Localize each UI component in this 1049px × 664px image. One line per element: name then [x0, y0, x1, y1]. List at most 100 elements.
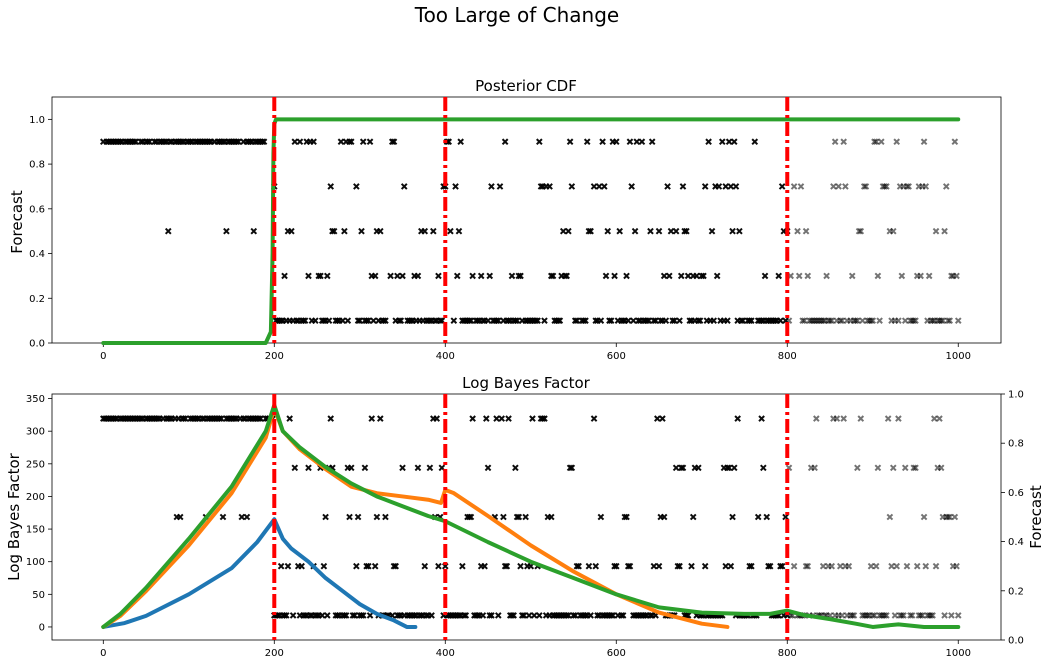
- forecast-marker: [696, 317, 704, 324]
- forecast-marker: [777, 562, 784, 570]
- forecast-marker: [421, 227, 429, 235]
- forecast-marker: [366, 138, 374, 146]
- forecast-marker: [329, 227, 336, 235]
- forecast-marker: [493, 317, 500, 324]
- forecast-marker: [626, 562, 634, 570]
- forecast-marker: [421, 562, 429, 570]
- forecast-marker: [231, 415, 239, 422]
- forecast-marker: [182, 415, 189, 422]
- forecast-marker: [737, 317, 745, 324]
- forecast-marker: [459, 562, 466, 570]
- forecast-marker: [621, 513, 629, 521]
- forecast-marker: [465, 317, 473, 324]
- forecast-marker: [571, 612, 579, 619]
- forecast-marker: [257, 415, 264, 422]
- forecast-marker: [537, 183, 545, 190]
- forecast-marker: [869, 317, 877, 324]
- forecast-marker: [695, 317, 702, 324]
- forecast-marker: [505, 317, 512, 324]
- forecast-marker: [790, 562, 798, 570]
- forecast-marker: [455, 612, 463, 619]
- forecast-marker: [592, 317, 600, 324]
- forecast-marker: [520, 612, 528, 619]
- forecast-marker: [942, 183, 950, 190]
- forecast-marker: [305, 272, 312, 280]
- forecast-marker: [917, 272, 924, 280]
- forecast-marker: [823, 272, 830, 280]
- forecast-marker: [939, 317, 947, 324]
- forecast-marker: [657, 317, 665, 324]
- forecast-marker: [547, 513, 555, 521]
- forecast-marker: [361, 464, 369, 472]
- forecast-marker: [529, 415, 536, 422]
- forecast-marker: [515, 272, 523, 280]
- forecast-marker: [494, 612, 502, 619]
- forecast-marker: [359, 138, 367, 146]
- forecast-marker: [517, 272, 524, 280]
- forecast-marker: [339, 317, 346, 324]
- forecast-marker: [801, 317, 808, 324]
- forecast-marker: [306, 612, 314, 619]
- forecast-marker: [705, 138, 712, 146]
- forecast-marker: [854, 464, 861, 472]
- forecast-marker: [477, 272, 485, 280]
- forecast-marker: [729, 227, 736, 235]
- forecast-marker: [354, 513, 362, 521]
- forecast-marker: [469, 272, 476, 280]
- forecast-marker: [845, 562, 853, 570]
- forecast-marker: [247, 138, 254, 146]
- forecast-marker: [833, 415, 841, 422]
- forecast-marker: [117, 138, 124, 146]
- forecast-marker: [282, 612, 290, 619]
- forecast-marker: [908, 612, 916, 619]
- forecast-marker: [363, 562, 370, 570]
- forecast-marker: [900, 612, 907, 619]
- forecast-marker: [862, 183, 870, 190]
- forecast-marker: [325, 317, 333, 324]
- forecast-marker: [317, 272, 324, 280]
- forecast-marker: [501, 138, 509, 146]
- forecast-marker: [859, 317, 866, 324]
- forecast-marker: [869, 612, 877, 619]
- forecast-marker: [286, 415, 293, 422]
- forecast-marker: [255, 415, 263, 422]
- forecast-marker: [310, 138, 317, 146]
- forecast-marker: [748, 317, 755, 324]
- forecast-marker: [566, 138, 574, 146]
- forecast-marker: [363, 317, 370, 324]
- forecast-marker: [782, 513, 789, 521]
- forecast-marker: [453, 272, 461, 280]
- forecast-marker: [582, 612, 589, 619]
- forecast-marker: [819, 317, 827, 324]
- forecast-marker: [436, 317, 444, 324]
- forecast-marker: [683, 612, 690, 619]
- forecast-marker: [850, 612, 858, 619]
- forecast-marker: [917, 612, 924, 619]
- forecast-marker: [284, 562, 292, 570]
- forecast-marker: [556, 317, 564, 324]
- forecast-marker: [676, 317, 683, 324]
- forecast-marker: [746, 562, 753, 570]
- forecast-marker: [701, 562, 709, 570]
- forecast-marker: [474, 317, 482, 324]
- forecast-marker: [565, 227, 572, 235]
- forecast-marker: [607, 612, 615, 619]
- forecast-marker: [799, 317, 806, 324]
- forecast-marker: [874, 464, 882, 472]
- forecast-marker: [137, 138, 145, 146]
- forecast-marker: [394, 272, 401, 280]
- forecast-marker: [467, 317, 475, 324]
- axes-frame: [51, 96, 1002, 344]
- forecast-marker: [235, 138, 242, 146]
- forecast-marker: [883, 612, 890, 619]
- forecast-marker: [455, 227, 463, 235]
- forecast-marker: [633, 138, 641, 146]
- forecast-marker: [431, 317, 439, 324]
- forecast-marker: [819, 562, 827, 570]
- forecast-marker: [452, 183, 459, 190]
- forecast-marker: [353, 562, 360, 570]
- forecast-marker: [790, 183, 798, 190]
- forecast-marker: [488, 612, 495, 619]
- forecast-marker: [395, 612, 403, 619]
- forecast-marker: [760, 464, 767, 472]
